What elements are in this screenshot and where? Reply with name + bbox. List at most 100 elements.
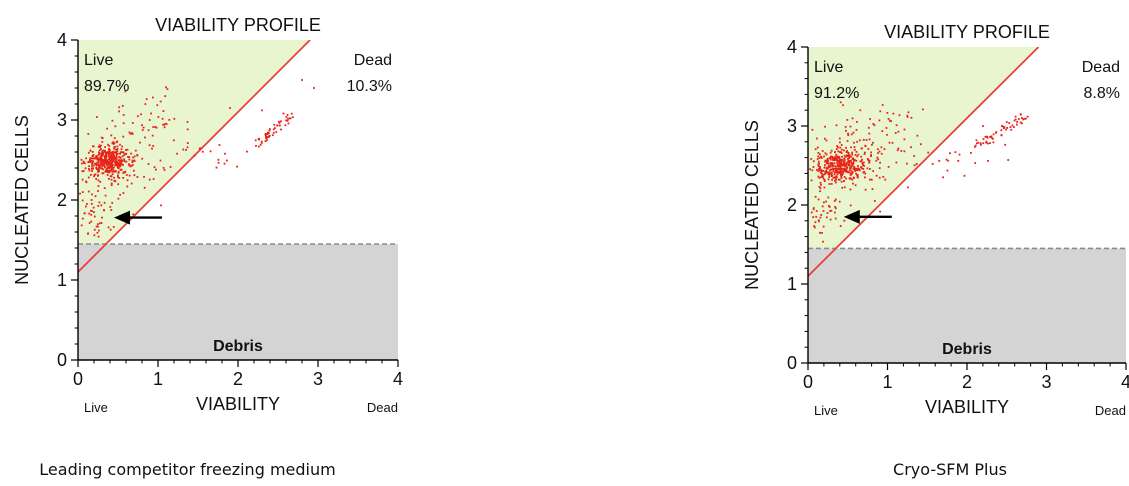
scatter-point <box>842 172 844 175</box>
scatter-point <box>109 155 112 158</box>
scatter-point <box>817 167 820 170</box>
scatter-point <box>105 168 108 171</box>
scatter-point <box>838 172 840 174</box>
scatter-point <box>858 169 861 172</box>
scatter-point <box>168 119 171 121</box>
chart-title: VIABILITY PROFILE <box>155 15 321 35</box>
scatter-point <box>119 156 121 159</box>
y-tick-label: 0 <box>787 353 797 373</box>
scatter-point <box>152 126 155 128</box>
scatter-point <box>818 177 821 179</box>
scatter-point <box>109 170 111 172</box>
scatter-point <box>119 143 121 146</box>
scatter-point <box>826 166 828 169</box>
scatter-point <box>1009 126 1012 128</box>
scatter-point <box>163 126 166 129</box>
scatter-point <box>108 171 111 174</box>
scatter-point <box>116 150 119 153</box>
scatter-point <box>109 228 112 231</box>
scatter-point <box>816 169 818 171</box>
scatter-point <box>93 175 95 178</box>
scatter-point <box>97 190 99 192</box>
scatter-point <box>92 206 95 209</box>
scatter-point <box>903 128 906 131</box>
scatter-point <box>868 132 871 135</box>
scatter-point <box>116 148 119 150</box>
scatter-point <box>820 171 822 174</box>
scatter-point <box>122 114 125 116</box>
scatter-point <box>831 157 834 160</box>
scatter-point <box>97 185 100 187</box>
scatter-point <box>215 166 218 169</box>
scatter-point <box>836 162 839 165</box>
scatter-point <box>125 149 127 151</box>
scatter-point <box>838 164 841 167</box>
x-tick-label: 1 <box>882 372 892 392</box>
scatter-point <box>975 139 978 142</box>
scatter-point <box>126 179 129 182</box>
scatter-point <box>114 180 117 183</box>
scatter-point <box>812 160 815 163</box>
scatter-point <box>1013 126 1015 128</box>
scatter-point <box>849 188 852 191</box>
x-tick-label: 2 <box>962 372 972 392</box>
scatter-point <box>864 188 867 191</box>
scatter-point <box>268 134 271 137</box>
scatter-point <box>811 169 814 172</box>
scatter-point <box>820 169 823 172</box>
scatter-point <box>1003 126 1006 128</box>
scatter-point <box>816 146 819 149</box>
scatter-point <box>853 168 856 171</box>
scatter-point <box>313 87 315 89</box>
scatter-point <box>839 101 842 104</box>
scatter-point <box>812 207 815 209</box>
scatter-point <box>985 140 988 143</box>
scatter-point <box>850 146 852 149</box>
scatter-point <box>861 167 863 170</box>
scatter-point <box>837 178 840 181</box>
scatter-point <box>831 165 834 168</box>
scatter-point <box>108 149 111 151</box>
scatter-point <box>824 137 826 140</box>
scatter-point <box>265 135 267 137</box>
scatter-point <box>855 151 858 153</box>
scatter-point <box>974 162 977 164</box>
scatter-point <box>863 153 866 155</box>
scatter-point <box>97 179 100 182</box>
scatter-point <box>114 148 117 151</box>
y-tick-label: 3 <box>57 110 67 130</box>
scatter-point <box>87 133 90 135</box>
scatter-point <box>844 169 846 171</box>
scatter-point <box>849 177 852 180</box>
scatter-point <box>155 168 157 171</box>
scatter-point <box>267 132 269 134</box>
scatter-point <box>159 100 162 103</box>
scatter-point <box>819 153 821 156</box>
scatter-point <box>254 139 257 142</box>
scatter-point <box>93 173 96 176</box>
scatter-point <box>823 186 826 189</box>
scatter-point <box>101 149 104 152</box>
scatter-point <box>169 166 172 168</box>
scatter-point <box>102 153 104 155</box>
scatter-point <box>164 122 167 125</box>
scatter-point <box>867 148 870 150</box>
scatter-point <box>843 219 846 222</box>
scatter-point <box>813 226 816 229</box>
scatter-point <box>105 158 108 161</box>
scatter-point <box>846 150 848 152</box>
scatter-point <box>121 105 124 107</box>
scatter-point <box>870 151 872 154</box>
scatter-point <box>143 186 146 189</box>
scatter-point <box>88 168 90 170</box>
scatter-point <box>97 158 100 161</box>
scatter-point <box>822 225 825 228</box>
scatter-point <box>877 158 880 161</box>
scatter-point <box>112 226 115 228</box>
scatter-point <box>853 167 856 170</box>
scatter-point <box>841 168 843 170</box>
scatter-point <box>862 164 864 167</box>
scatter-point <box>266 139 268 142</box>
scatter-point <box>817 175 820 178</box>
scatter-point <box>280 120 282 123</box>
